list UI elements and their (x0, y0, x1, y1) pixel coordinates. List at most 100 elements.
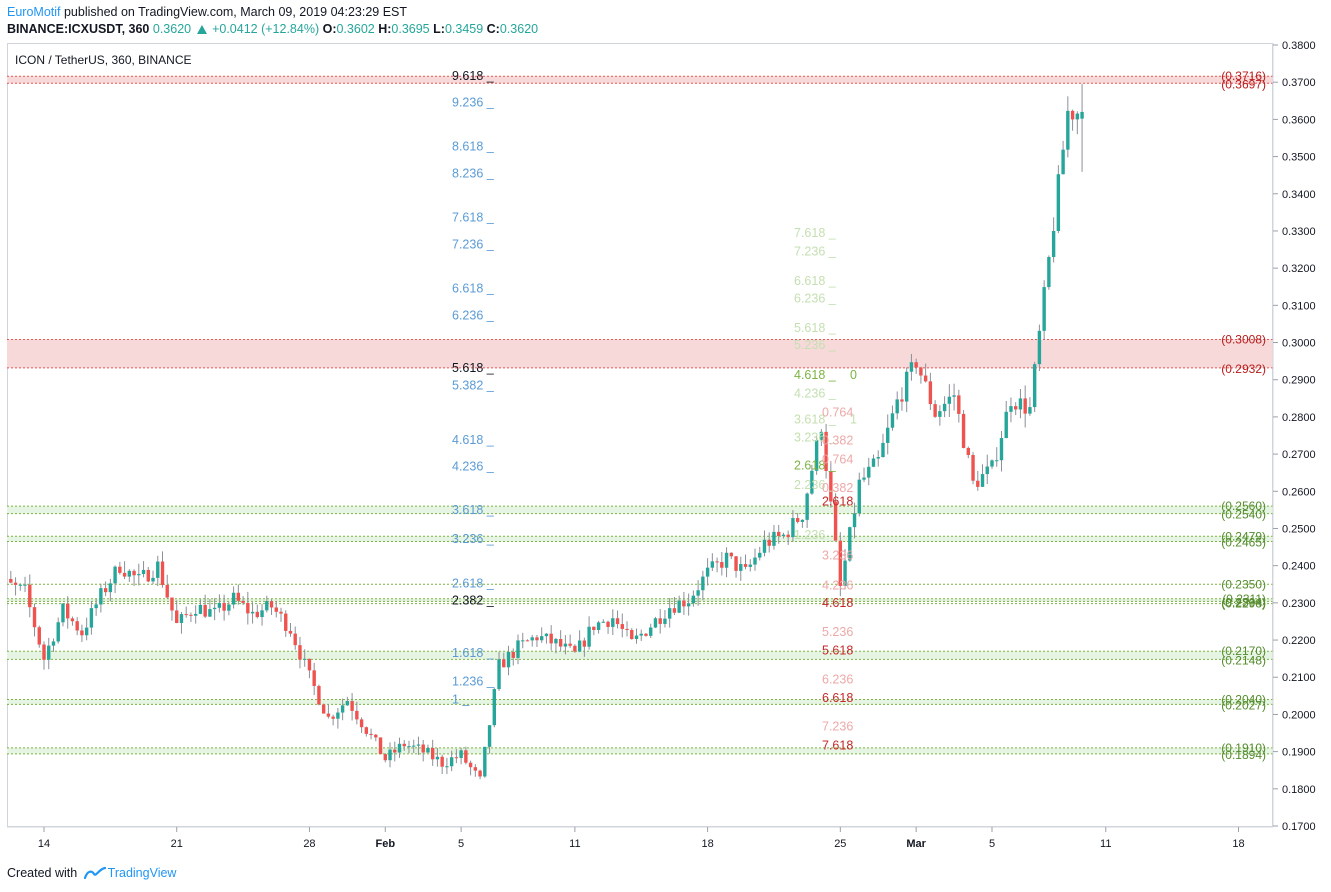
candle-body (151, 577, 155, 582)
fib-blue-label: 5.382 _ (452, 379, 495, 393)
fib-red-label: 2.618 (822, 494, 853, 508)
candle-body (577, 640, 582, 652)
candle-body (720, 562, 724, 568)
candle-body (748, 564, 752, 567)
candle-body (122, 572, 127, 577)
candle-body (137, 574, 141, 576)
price-tick-label: 0.2500 (1282, 523, 1316, 535)
candle-body (677, 600, 681, 613)
candle-body (1047, 257, 1051, 288)
price-tick-label: 0.3400 (1282, 189, 1316, 201)
candle-body (805, 493, 809, 520)
candle-body (250, 611, 255, 614)
created-with-label: Created with (7, 866, 78, 880)
candle-body (691, 595, 696, 604)
candle-body (506, 651, 511, 668)
candle-body (952, 395, 956, 397)
candle-body (800, 519, 805, 522)
candle-body (1028, 407, 1032, 414)
candle-body (435, 756, 440, 760)
candle-body (592, 626, 596, 630)
candle-body (957, 395, 961, 414)
candle-body (1009, 406, 1013, 412)
zone-top-label: (0.2298) (1221, 597, 1266, 611)
candle-body (454, 757, 459, 759)
fib-blue-label: 2.618 _ (452, 577, 495, 591)
zone-band (7, 506, 1273, 514)
fib-red-label: 0.764 (822, 405, 853, 419)
candle-body (426, 747, 430, 753)
candle-body (582, 640, 587, 647)
candle-body (307, 658, 312, 671)
zone-bottom-label: (0.2027) (1221, 698, 1266, 712)
low-label: L: (433, 22, 445, 36)
price-tick-label: 0.2800 (1282, 412, 1316, 424)
candle-body (772, 531, 776, 546)
candle-body (198, 604, 203, 614)
candle-body (663, 618, 667, 624)
zone-bottom-label: (0.2304) (1221, 595, 1266, 609)
author-link[interactable]: EuroMotif (7, 5, 61, 19)
fib-red-label: 7.618 (822, 738, 853, 752)
fib-green-extra: 0 (850, 368, 857, 382)
price-tick-label: 0.1900 (1282, 747, 1316, 759)
zones-layer (7, 75, 1273, 755)
candle-body (947, 396, 952, 404)
candle-body (288, 630, 293, 634)
candle-body (1004, 411, 1008, 439)
tradingview-brand[interactable]: TradingView (107, 866, 177, 880)
candle-body (876, 457, 880, 459)
zone-labels-layer: (0.3716)(0.3697) (0.3008) (0.2932) (0.2560)… (1221, 69, 1266, 762)
candle-body (255, 611, 259, 618)
candle-body (980, 474, 985, 487)
fib-blue-label: 1 _ (452, 693, 470, 707)
candle-body (1066, 110, 1070, 150)
candle-body (1014, 406, 1018, 410)
zone-bottom-label: (0.2148) (1221, 653, 1266, 667)
candle-body (530, 637, 534, 641)
candle-body (483, 746, 487, 777)
candle-body (321, 704, 326, 714)
candle-body (914, 362, 918, 368)
close-label: C: (486, 22, 500, 36)
candle-body (549, 633, 553, 644)
fib-blue-label: 4.236 _ (452, 460, 495, 474)
candle-body (554, 639, 558, 644)
candle-body (331, 716, 335, 719)
fib-blue-label: 7.236 _ (452, 238, 495, 252)
candle-body (521, 640, 525, 642)
fib-red-label: 0.382 (822, 481, 853, 495)
high-label: H: (378, 22, 392, 36)
published-text: published on TradingView.com, March 09, … (63, 5, 408, 19)
price-tick-label: 0.2700 (1282, 449, 1316, 461)
candle-body (933, 404, 937, 417)
symbol-info: BINANCE:ICXUSDT, 360 0.3620 +0.0412 (+12… (7, 22, 538, 36)
candle-body (18, 584, 22, 586)
candle-body (620, 624, 624, 629)
fib-blue-label: 2.382 _ (452, 594, 495, 608)
candle-body (383, 754, 387, 761)
candle-body (464, 750, 468, 763)
candle-body (497, 659, 501, 690)
candle-body (540, 636, 544, 641)
candle-body (758, 552, 762, 558)
price-tick-label: 0.2600 (1282, 486, 1316, 498)
candle-body (421, 744, 425, 753)
candle-body (402, 743, 406, 747)
fib-blue-label: 8.236 _ (452, 166, 495, 180)
time-tick-label: 18 (1232, 838, 1244, 850)
candle-body (303, 658, 307, 660)
fib-blue-label: 5.618 _ (452, 361, 495, 375)
candle-body (241, 600, 245, 603)
candle-body (1051, 230, 1056, 258)
zone-top-label: (0.2479) (1221, 529, 1266, 543)
time-axis: 14 21 28 Feb 5 11 18 25 Mar 5 11 18 (7, 826, 1273, 850)
candle-body (672, 608, 677, 613)
candle-body (146, 569, 150, 582)
candle-body (246, 602, 250, 614)
candle-body (340, 705, 345, 713)
candle-body (848, 527, 852, 561)
candle-body (99, 588, 103, 605)
candle-body (833, 501, 838, 541)
